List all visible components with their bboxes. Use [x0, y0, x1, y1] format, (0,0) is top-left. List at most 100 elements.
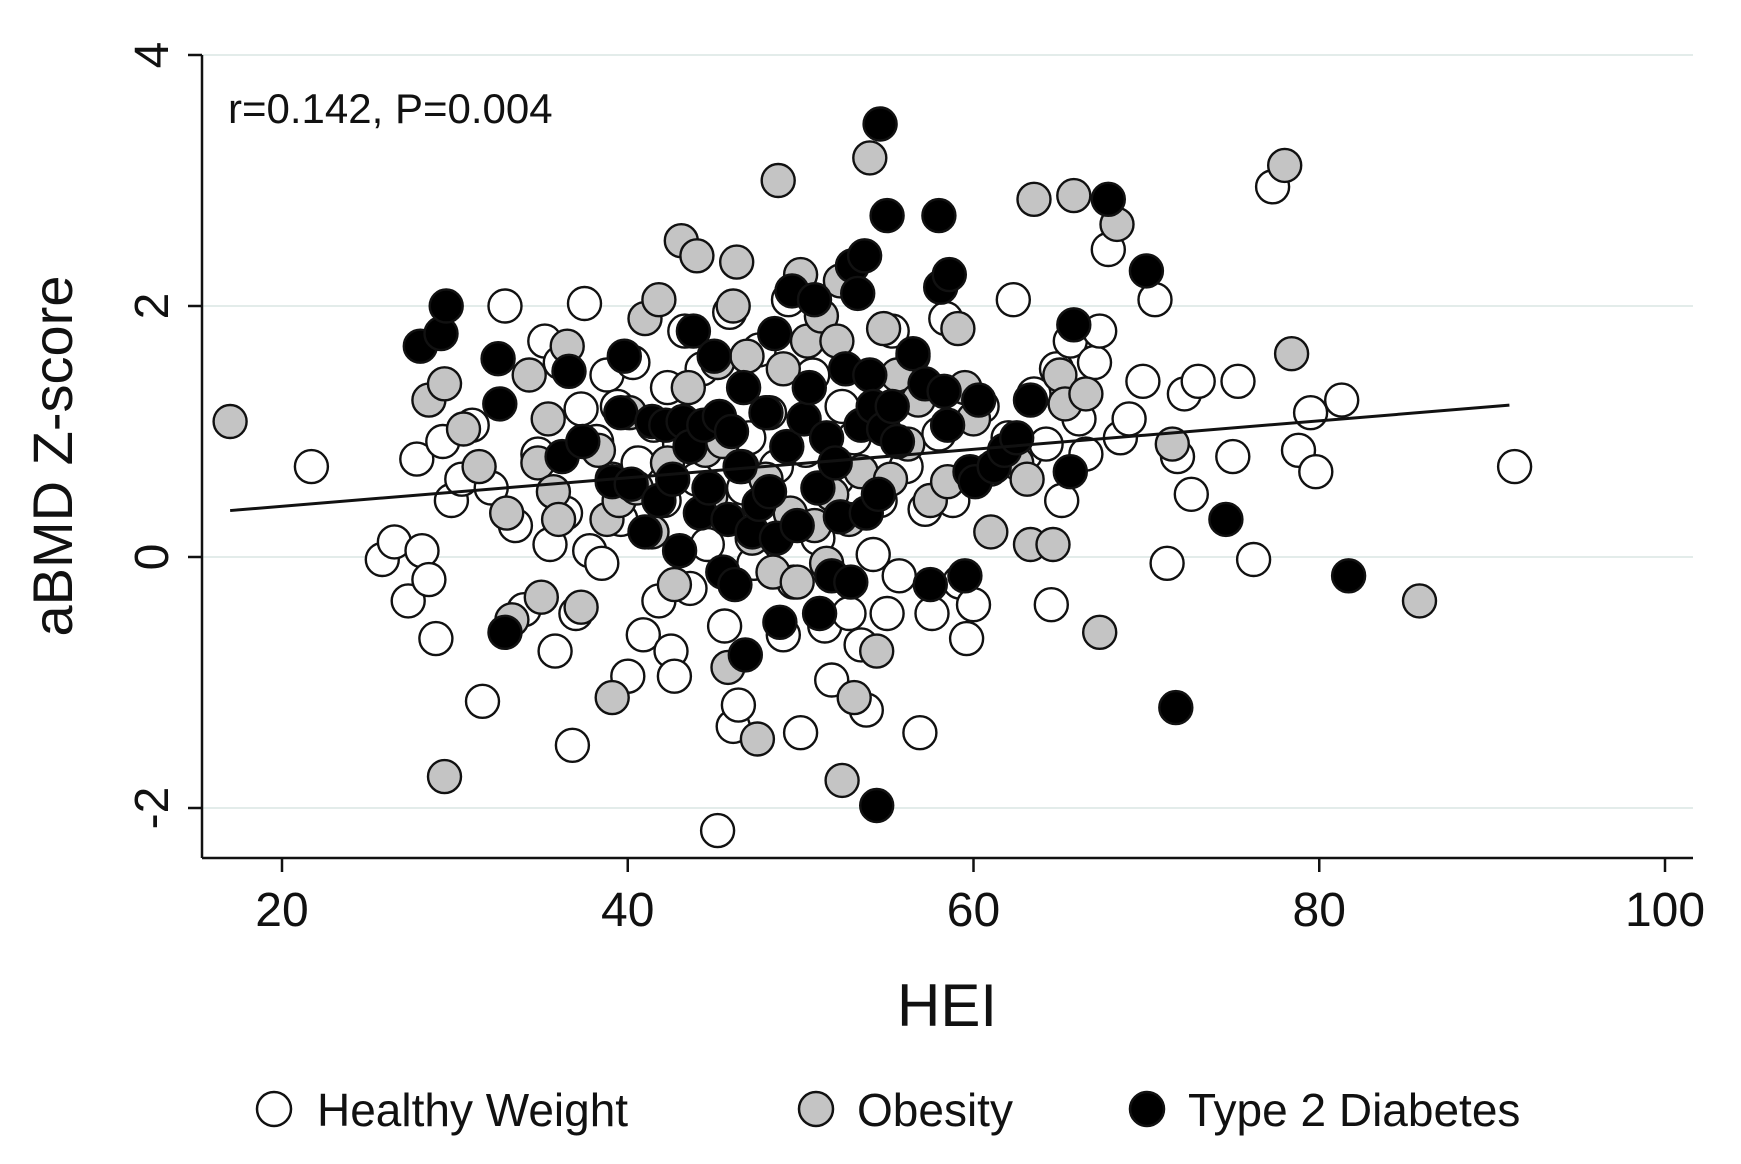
- point-type-2-diabetes: [840, 275, 876, 312]
- point-obesity: [540, 501, 577, 538]
- point-obesity: [940, 310, 976, 347]
- point-healthy-weight: [855, 536, 891, 573]
- point-obesity: [715, 288, 751, 324]
- point-obesity: [426, 758, 463, 795]
- point-type-2-diabetes: [1158, 689, 1194, 726]
- point-healthy-weight: [995, 282, 1031, 318]
- point-healthy-weight: [948, 620, 985, 657]
- point-healthy-weight: [869, 595, 905, 632]
- point-healthy-weight: [554, 727, 591, 763]
- point-healthy-weight: [487, 288, 523, 324]
- point-healthy-weight: [656, 658, 693, 694]
- point-healthy-weight: [411, 561, 447, 598]
- point-obesity: [426, 366, 463, 402]
- point-type-2-diabetes: [428, 288, 464, 324]
- legend-label-type-2-diabetes: Type 2 Diabetes: [1188, 1084, 1520, 1136]
- point-obesity: [865, 310, 902, 347]
- point-type-2-diabetes: [791, 369, 827, 406]
- legend-label-healthy-weight: Healthy Weight: [317, 1084, 628, 1136]
- point-type-2-diabetes: [717, 566, 753, 603]
- point-type-2-diabetes: [655, 461, 691, 497]
- y-tick-label: 2: [126, 293, 179, 320]
- point-type-2-diabetes: [725, 369, 762, 406]
- point-obesity: [641, 282, 677, 318]
- point-type-2-diabetes: [757, 315, 793, 352]
- point-healthy-weight: [1496, 448, 1533, 485]
- point-obesity: [563, 589, 599, 625]
- y-tick-label: -2: [126, 787, 179, 830]
- point-healthy-weight: [1076, 344, 1113, 381]
- point-obesity: [852, 140, 888, 176]
- point-obesity: [523, 579, 559, 615]
- point-type-2-diabetes: [833, 564, 869, 600]
- point-type-2-diabetes: [713, 413, 750, 450]
- point-type-2-diabetes: [565, 423, 601, 460]
- x-tick-label: 100: [1625, 884, 1705, 937]
- point-type-2-diabetes: [696, 338, 732, 374]
- point-type-2-diabetes: [675, 313, 712, 349]
- point-type-2-diabetes: [860, 476, 897, 512]
- point-type-2-diabetes: [1012, 382, 1049, 418]
- legend-marker-type-2-diabetes: [1128, 1090, 1166, 1128]
- point-obesity: [1266, 147, 1303, 184]
- y-axis-title: aBMD Z-score: [21, 276, 84, 637]
- point-obesity: [836, 679, 872, 716]
- legend-marker-obesity: [797, 1090, 835, 1128]
- point-healthy-weight: [1111, 401, 1147, 437]
- point-type-2-diabetes: [862, 106, 898, 142]
- point-obesity: [445, 411, 482, 447]
- point-type-2-diabetes: [603, 395, 639, 431]
- point-healthy-weight: [706, 608, 743, 644]
- point-type-2-diabetes: [869, 197, 905, 234]
- point-healthy-weight: [1235, 541, 1272, 578]
- point-type-2-diabetes: [874, 388, 910, 425]
- point-type-2-diabetes: [800, 470, 836, 506]
- legend: Healthy Weight Obesity Type 2 Diabetes: [255, 1084, 1520, 1136]
- point-healthy-weight: [464, 683, 501, 719]
- point-healthy-weight: [390, 583, 426, 619]
- point-type-2-diabetes: [1056, 307, 1092, 343]
- point-obesity: [760, 162, 796, 199]
- point-obesity: [511, 357, 547, 393]
- point-healthy-weight: [1215, 438, 1251, 475]
- point-type-2-diabetes: [846, 238, 883, 274]
- point-obesity: [1154, 426, 1191, 462]
- point-obesity: [739, 721, 776, 757]
- point-type-2-diabetes: [1052, 454, 1089, 490]
- point-type-2-diabetes: [947, 558, 983, 594]
- point-type-2-diabetes: [606, 338, 642, 374]
- point-healthy-weight: [782, 715, 819, 751]
- point-type-2-diabetes: [999, 420, 1035, 456]
- point-type-2-diabetes: [921, 197, 957, 234]
- point-healthy-weight: [1220, 363, 1256, 399]
- point-type-2-diabetes: [769, 428, 805, 465]
- point-healthy-weight: [404, 533, 440, 569]
- point-type-2-diabetes: [961, 382, 997, 418]
- point-type-2-diabetes: [852, 357, 888, 393]
- data-points: [212, 106, 1533, 849]
- point-healthy-weight: [1149, 545, 1185, 581]
- point-type-2-diabetes: [931, 256, 967, 293]
- point-obesity: [729, 338, 765, 374]
- legend-label-obesity: Obesity: [857, 1084, 1013, 1136]
- point-type-2-diabetes: [1090, 181, 1127, 218]
- point-healthy-weight: [1125, 363, 1161, 399]
- axes: [200, 55, 1693, 860]
- point-healthy-weight: [1298, 454, 1334, 490]
- y-tick-label: 4: [126, 42, 179, 69]
- point-type-2-diabetes: [661, 533, 698, 569]
- trend-line: [230, 403, 1510, 513]
- point-healthy-weight: [1180, 363, 1216, 399]
- point-type-2-diabetes: [859, 787, 895, 824]
- x-tick-label: 60: [947, 884, 1000, 937]
- point-healthy-weight: [566, 285, 603, 322]
- x-tick-label: 80: [1293, 884, 1346, 937]
- point-obesity: [670, 369, 706, 406]
- point-healthy-weight: [293, 448, 330, 485]
- point-obesity: [1081, 614, 1118, 650]
- point-obesity: [1056, 177, 1092, 214]
- point-healthy-weight: [1173, 476, 1210, 512]
- point-healthy-weight: [537, 633, 573, 669]
- point-obesity: [1068, 376, 1104, 412]
- point-obesity: [973, 514, 1009, 550]
